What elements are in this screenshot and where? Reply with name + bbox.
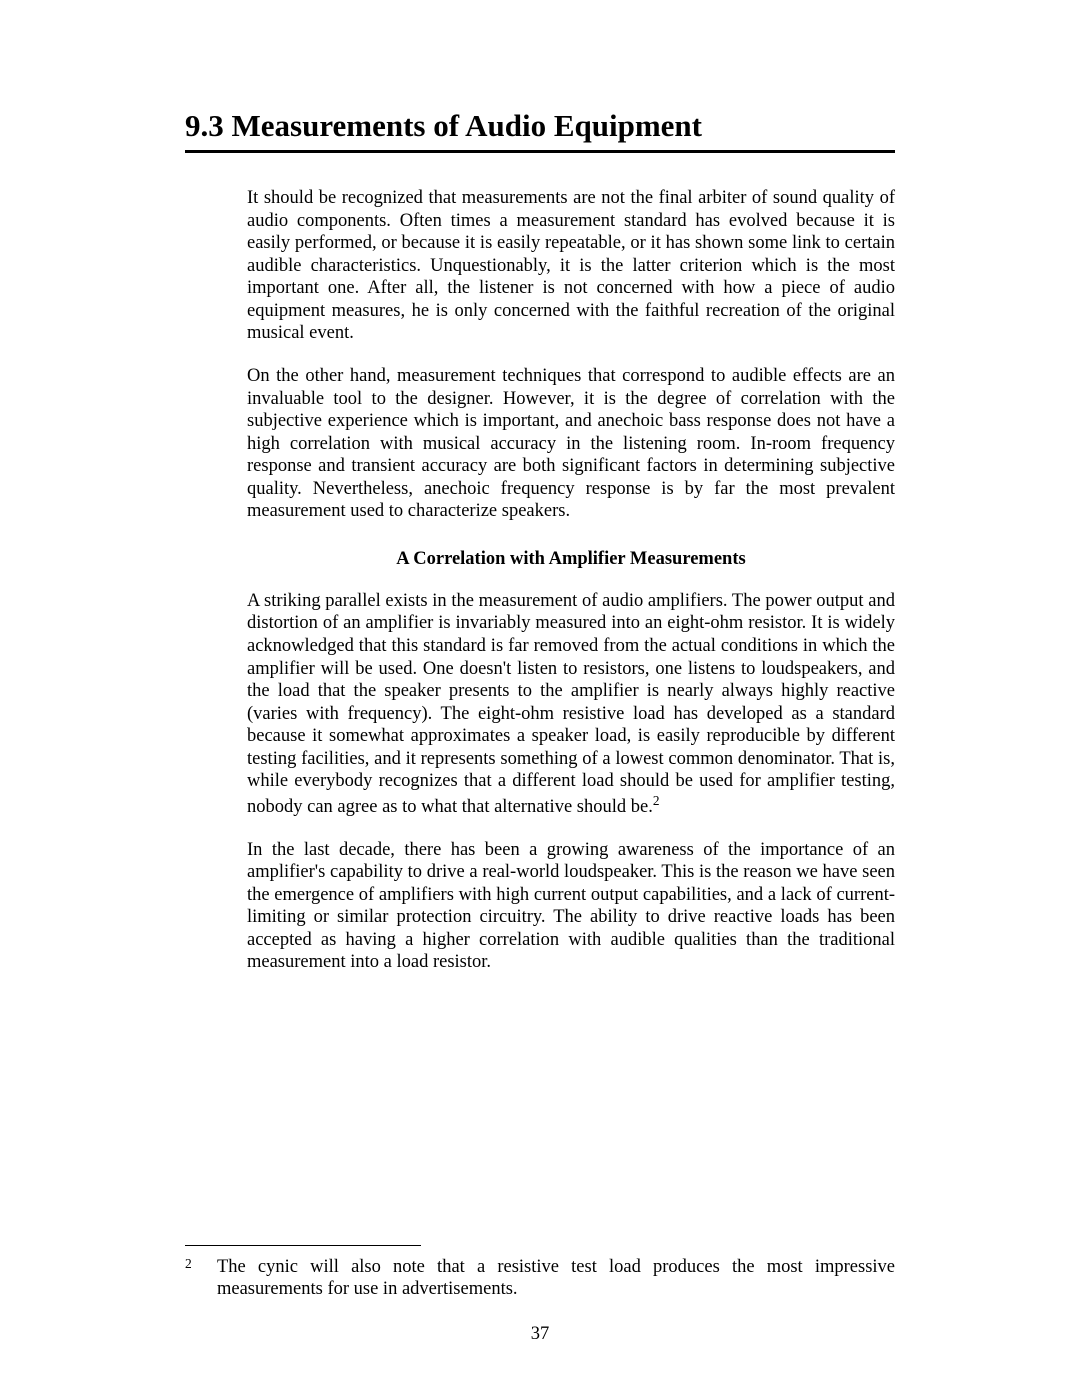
paragraph-reactive-loads: In the last decade, there has been a gro… <box>247 839 895 974</box>
document-page: 9.3 Measurements of Audio Equipment It s… <box>0 0 1080 1397</box>
footnote-row: 2 The cynic will also note that a resist… <box>185 1256 895 1301</box>
paragraph-amplifier-parallel-text: A striking parallel exists in the measur… <box>247 591 895 817</box>
section-heading: 9.3 Measurements of Audio Equipment <box>185 108 895 150</box>
paragraph-amplifier-parallel: A striking parallel exists in the measur… <box>247 590 895 819</box>
footnote-rule <box>185 1245 421 1246</box>
paragraph-intro: It should be recognized that measurement… <box>247 187 895 345</box>
footnote-text: The cynic will also note that a resistiv… <box>217 1256 895 1301</box>
page-number: 37 <box>0 1324 1080 1345</box>
footnote-area: 2 The cynic will also note that a resist… <box>185 1245 895 1301</box>
section-rule <box>185 150 895 153</box>
body-text-block: It should be recognized that measurement… <box>247 187 895 974</box>
footnote-ref-2[interactable]: 2 <box>653 793 660 808</box>
footnote-marker: 2 <box>185 1256 207 1271</box>
paragraph-correlation: On the other hand, measurement technique… <box>247 365 895 523</box>
sub-heading: A Correlation with Amplifier Measurement… <box>247 549 895 570</box>
